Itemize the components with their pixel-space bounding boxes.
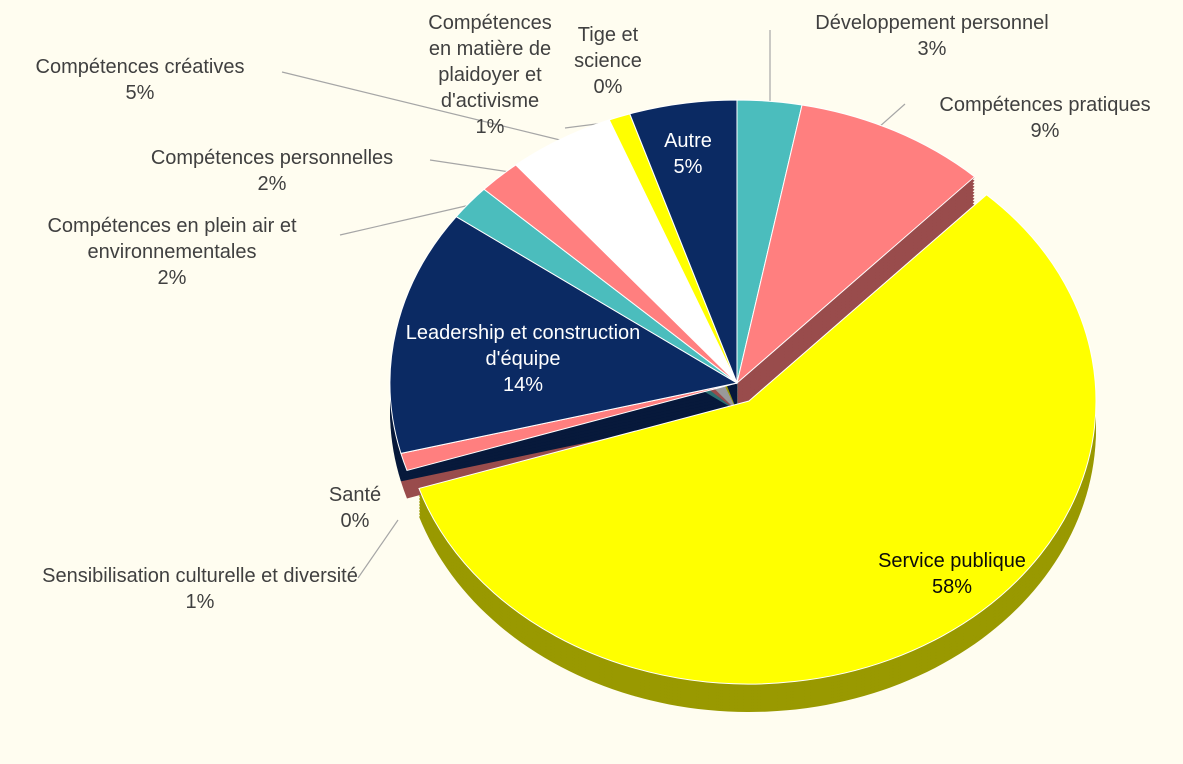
slice-label: Compétences personnelles 2% <box>117 145 427 197</box>
slice-label: Compétences en matière de plaidoyer et d… <box>415 10 565 140</box>
category-label: Compétences pratiques <box>939 94 1151 116</box>
slice-label: Compétences en plein air et environnemen… <box>32 213 312 291</box>
category-label: Compétences en matière de plaidoyer et d… <box>428 12 552 112</box>
value-label: 5% <box>673 156 703 178</box>
value-label: 2% <box>257 173 287 195</box>
slice-label: Développement personnel 3% <box>767 10 1097 62</box>
slice-label: Compétences créatives 5% <box>0 54 285 106</box>
slice-label: Compétences pratiques 9% <box>895 92 1183 144</box>
slice-label: Leadership et construction d'équipe 14% <box>383 320 663 398</box>
slice-label: Sensibilisation culturelle et diversité 1… <box>35 563 365 615</box>
slice-label: Autre 5% <box>638 128 738 180</box>
slice <box>418 194 1097 685</box>
value-label: 2% <box>157 267 187 289</box>
category-label: Tige et science <box>574 24 642 72</box>
value-label: 0% <box>593 76 623 98</box>
value-label: 0% <box>340 510 370 532</box>
slice-label: Santé 0% <box>315 482 395 534</box>
value-label: 3% <box>917 38 947 60</box>
category-label: Santé <box>328 484 382 506</box>
category-label: Sensibilisation culturelle et diversité <box>42 565 358 587</box>
slice <box>389 216 739 454</box>
value-label: 58% <box>931 576 973 598</box>
category-label: Développement personnel <box>815 12 1049 34</box>
category-label: Compétences créatives <box>35 56 245 78</box>
slice <box>736 104 976 385</box>
value-label: 9% <box>1030 120 1060 142</box>
slice-label: Tige et science 0% <box>563 22 653 100</box>
leader-line <box>281 71 561 141</box>
category-label: Service publique <box>878 550 1026 572</box>
value-label: 1% <box>185 591 215 613</box>
slice-label: Service publique 58% <box>832 548 1072 600</box>
category-label: Compétences en plein air et environnemen… <box>47 215 297 263</box>
leader-lines <box>281 30 906 579</box>
slice <box>629 99 738 384</box>
leader-line <box>339 204 471 236</box>
value-label: 5% <box>125 82 155 104</box>
category-label: Autre <box>664 130 712 152</box>
value-label: 1% <box>475 116 505 138</box>
pie-tops <box>389 99 1097 685</box>
leader-line <box>357 519 399 579</box>
value-label: 14% <box>502 374 544 396</box>
category-label: Leadership et construction d'équipe <box>405 322 641 370</box>
category-label: Compétences personnelles <box>150 147 394 169</box>
leader-line <box>429 159 511 173</box>
